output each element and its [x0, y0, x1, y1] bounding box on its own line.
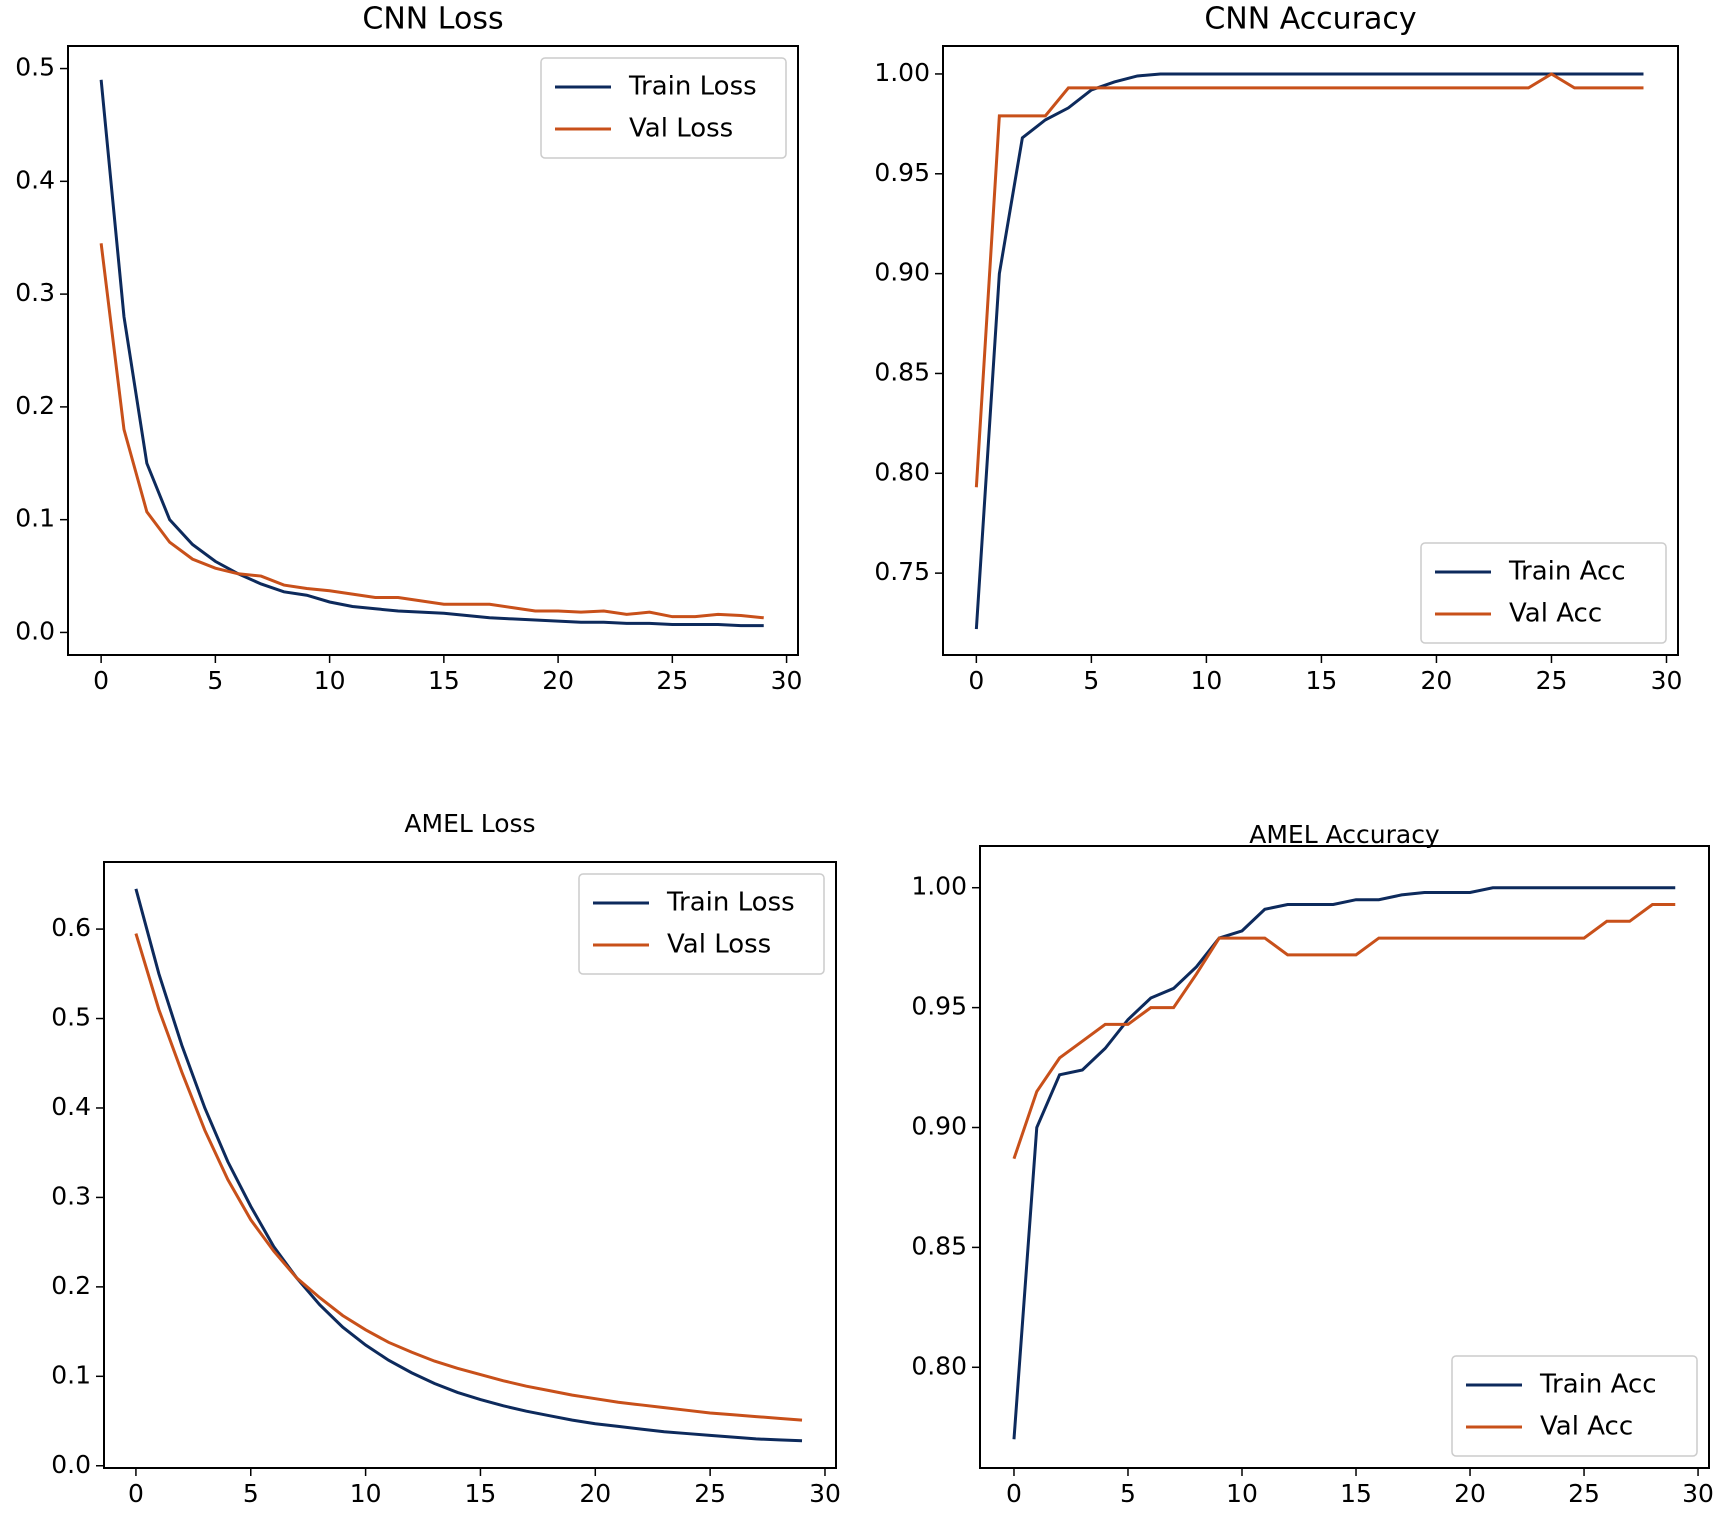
series-line [974, 72, 1644, 488]
y-tick-label: 0.5 [15, 53, 55, 82]
y-tick-label: 0.90 [911, 1112, 967, 1141]
x-tick-label: 0 [968, 666, 984, 695]
legend-label: Val Loss [667, 930, 771, 960]
x-tick-label: 15 [1340, 1479, 1372, 1508]
y-tick-label: 0.6 [51, 913, 91, 942]
y-tick-label: 0.95 [911, 992, 967, 1021]
y-tick-label: 0.0 [15, 616, 55, 645]
plot-frame [67, 45, 799, 656]
chart-panel: AMEL Loss 0.0 0.1 0.2 0.3 0.4 0.5 0.6 0 5 10 15 20 25… [51, 809, 841, 1508]
plot-frame [103, 861, 837, 1469]
plot-frame [979, 845, 1710, 1469]
y-tick-label: 0.5 [51, 1003, 91, 1032]
x-tick-label: 10 [350, 1479, 382, 1508]
x-tick-label: 5 [243, 1479, 259, 1508]
x-tick-label: 10 [1226, 1479, 1258, 1508]
x-tick-label: 15 [1306, 666, 1338, 695]
x-tick-label: 0 [93, 666, 109, 695]
legend: Train Acc Val Acc [1420, 542, 1667, 644]
x-tick-label: 10 [1190, 666, 1222, 695]
legend-label: Train Acc [1539, 1370, 1657, 1400]
legend-label: Train Acc [1508, 557, 1626, 587]
y-tick-label: 0.0 [51, 1450, 91, 1479]
y-tick-label: 0.80 [874, 457, 930, 486]
legend-box [1451, 1355, 1698, 1457]
x-tick-label: 30 [1651, 666, 1683, 695]
legend-box [578, 873, 825, 975]
series-line [974, 72, 1644, 630]
y-tick-label: 0.90 [874, 258, 930, 287]
y-tick-label: 0.4 [51, 1092, 91, 1121]
x-tick-label: 0 [128, 1479, 144, 1508]
x-tick-label: 15 [428, 666, 460, 695]
y-tick-label: 0.4 [15, 165, 55, 194]
y-tick-label: 0.3 [15, 278, 55, 307]
legend: Train Acc Val Acc [1451, 1355, 1698, 1457]
y-tick-label: 0.1 [15, 504, 55, 533]
y-tick-label: 0.1 [51, 1360, 91, 1389]
x-tick-label: 25 [656, 666, 688, 695]
y-tick-label: 0.85 [874, 357, 930, 386]
chart-title: CNN Accuracy [1204, 2, 1416, 37]
y-tick-label: 0.75 [874, 557, 930, 586]
legend-label: Train Loss [666, 888, 795, 918]
series-line [1012, 903, 1676, 1160]
legend: Train Loss Val Loss [578, 873, 825, 975]
legend-label: Val Loss [629, 114, 733, 144]
y-tick-label: 0.80 [911, 1351, 967, 1380]
chart-title: CNN Loss [362, 2, 503, 37]
x-tick-label: 5 [207, 666, 223, 695]
legend-label: Val Acc [1540, 1412, 1633, 1442]
y-tick-label: 1.00 [911, 872, 967, 901]
legend-box [540, 57, 787, 159]
plot-frame [942, 45, 1679, 656]
x-tick-label: 15 [465, 1479, 497, 1508]
legend-label: Train Loss [628, 72, 757, 102]
chart-title: AMEL Accuracy [1249, 820, 1440, 849]
y-tick-label: 0.2 [51, 1271, 91, 1300]
x-tick-label: 20 [542, 666, 574, 695]
y-tick-label: 0.2 [15, 391, 55, 420]
chart-panel: AMEL Accuracy 0.80 0.85 0.90 0.95 1.00 0 5 10 15 2… [911, 820, 1714, 1508]
x-tick-label: 20 [579, 1479, 611, 1508]
y-tick-label: 1.00 [874, 58, 930, 87]
x-tick-label: 25 [1536, 666, 1568, 695]
x-tick-label: 30 [771, 666, 803, 695]
x-tick-label: 20 [1421, 666, 1453, 695]
legend-label: Val Acc [1509, 599, 1602, 629]
series-line [99, 243, 764, 620]
x-tick-label: 25 [694, 1479, 726, 1508]
series-line [99, 79, 764, 628]
legend: Train Loss Val Loss [540, 57, 787, 159]
y-tick-label: 0.95 [874, 158, 930, 187]
y-tick-label: 0.3 [51, 1181, 91, 1210]
y-tick-label: 0.85 [911, 1231, 967, 1260]
x-tick-label: 30 [1682, 1479, 1714, 1508]
series-line [134, 933, 803, 1422]
x-tick-label: 25 [1568, 1479, 1600, 1508]
x-tick-label: 20 [1454, 1479, 1486, 1508]
chart-title: AMEL Loss [404, 809, 535, 838]
series-line [134, 888, 803, 1443]
chart-panel: CNN Accuracy 0.75 0.80 0.85 0.90 0.95 1.00 0 5 10… [874, 2, 1682, 696]
x-tick-label: 0 [1006, 1479, 1022, 1508]
x-tick-label: 10 [314, 666, 346, 695]
chart-panel: CNN Loss 0.0 0.1 0.2 0.3 0.4 0.5 0 5 10 15 20 25 30 Tr… [15, 2, 802, 696]
x-tick-label: 5 [1120, 1479, 1136, 1508]
legend-box [1420, 542, 1667, 644]
x-tick-label: 5 [1083, 666, 1099, 695]
x-tick-label: 30 [809, 1479, 841, 1508]
